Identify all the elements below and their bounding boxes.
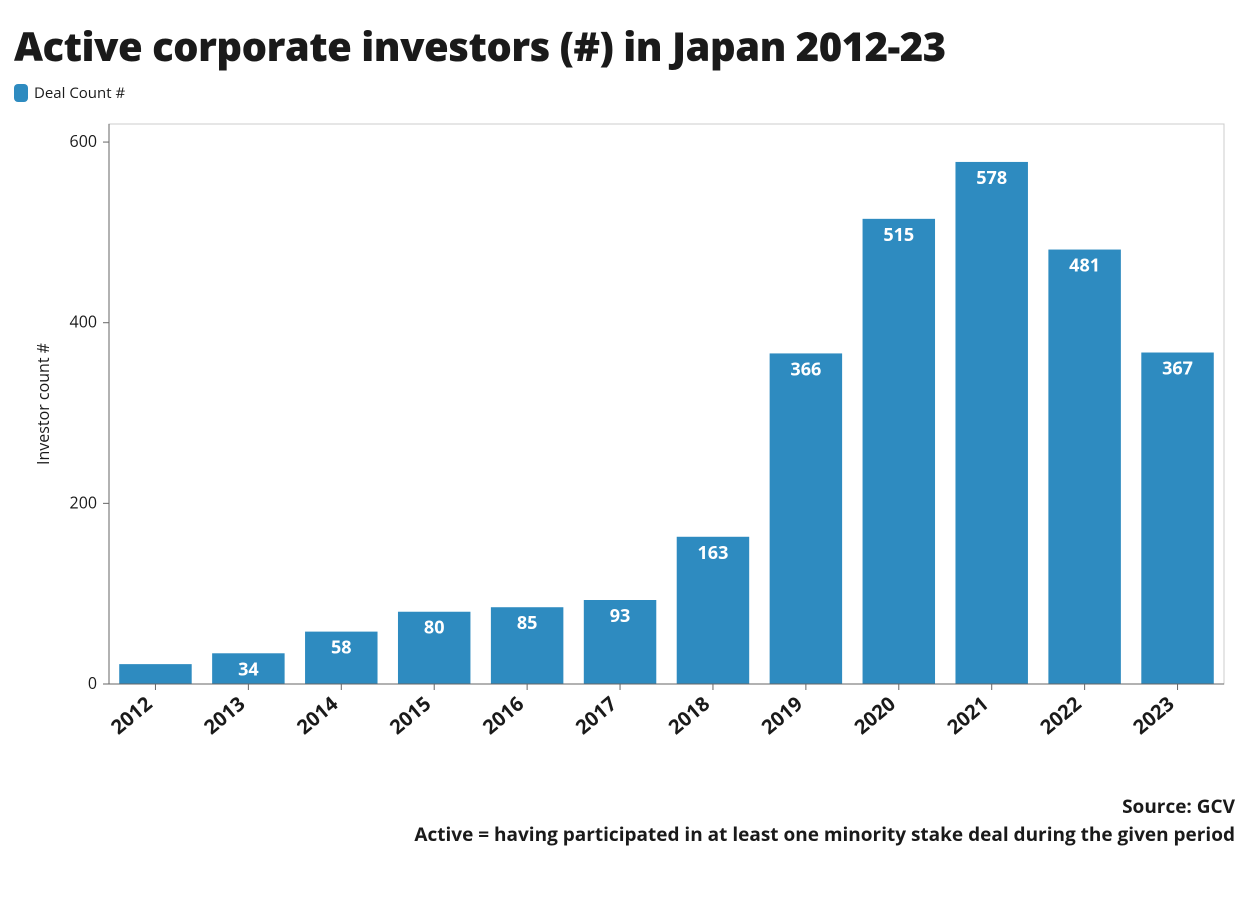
legend-swatch [14, 84, 28, 102]
x-category-label: 2015 [384, 690, 436, 740]
bar-chart-svg: 0 200 400 600 Investor count # 2012 34 2013 58 20… [14, 109, 1235, 789]
x-category-label: 2018 [662, 690, 714, 740]
bar [863, 219, 935, 684]
x-category-label: 2022 [1034, 690, 1086, 740]
x-category-label: 2017 [569, 690, 621, 740]
x-category-label: 2016 [477, 690, 529, 740]
x-category-label: 2012 [105, 690, 157, 740]
bar [955, 162, 1027, 684]
legend: Deal Count # [14, 83, 1235, 103]
x-category-label: 2014 [291, 690, 344, 740]
bar [1141, 353, 1213, 684]
chart-footer: Source: GCV Active = having participated… [14, 793, 1235, 847]
chart-title: Active corporate investors (#) in Japan … [14, 18, 1235, 73]
legend-label: Deal Count # [34, 83, 125, 103]
bar-value-label: 163 [698, 541, 729, 565]
x-category-label: 2019 [755, 690, 807, 740]
bar-value-label: 481 [1069, 254, 1100, 278]
y-tick-label: 600 [70, 130, 97, 152]
x-category-label: 2013 [198, 690, 250, 740]
bar-value-label: 34 [238, 657, 259, 681]
definition-note: Active = having participated in at least… [14, 821, 1235, 847]
bar-value-label: 578 [976, 166, 1007, 190]
bar-value-label: 93 [610, 604, 631, 628]
x-category-label: 2023 [1127, 690, 1179, 740]
bar-value-label: 58 [331, 636, 352, 660]
bar-chart: 0 200 400 600 Investor count # 2012 34 2013 58 20… [14, 109, 1235, 789]
x-category-label: 2020 [848, 690, 900, 740]
bar [1048, 250, 1120, 684]
chart-page: Active corporate investors (#) in Japan … [0, 0, 1249, 901]
bar-value-label: 366 [790, 357, 821, 381]
y-axis-title: Investor count # [32, 343, 54, 465]
y-tick-label: 400 [70, 311, 97, 333]
bar-value-label: 80 [424, 616, 445, 640]
y-tick-label: 200 [70, 491, 97, 513]
x-category-label: 2021 [941, 690, 993, 740]
y-tick-label: 0 [88, 672, 97, 694]
source-line: Source: GCV [14, 793, 1235, 819]
bar [119, 664, 191, 684]
bar [770, 353, 842, 684]
bar-value-label: 367 [1162, 357, 1193, 381]
bar-value-label: 85 [517, 611, 538, 635]
bar-value-label: 515 [883, 223, 914, 247]
